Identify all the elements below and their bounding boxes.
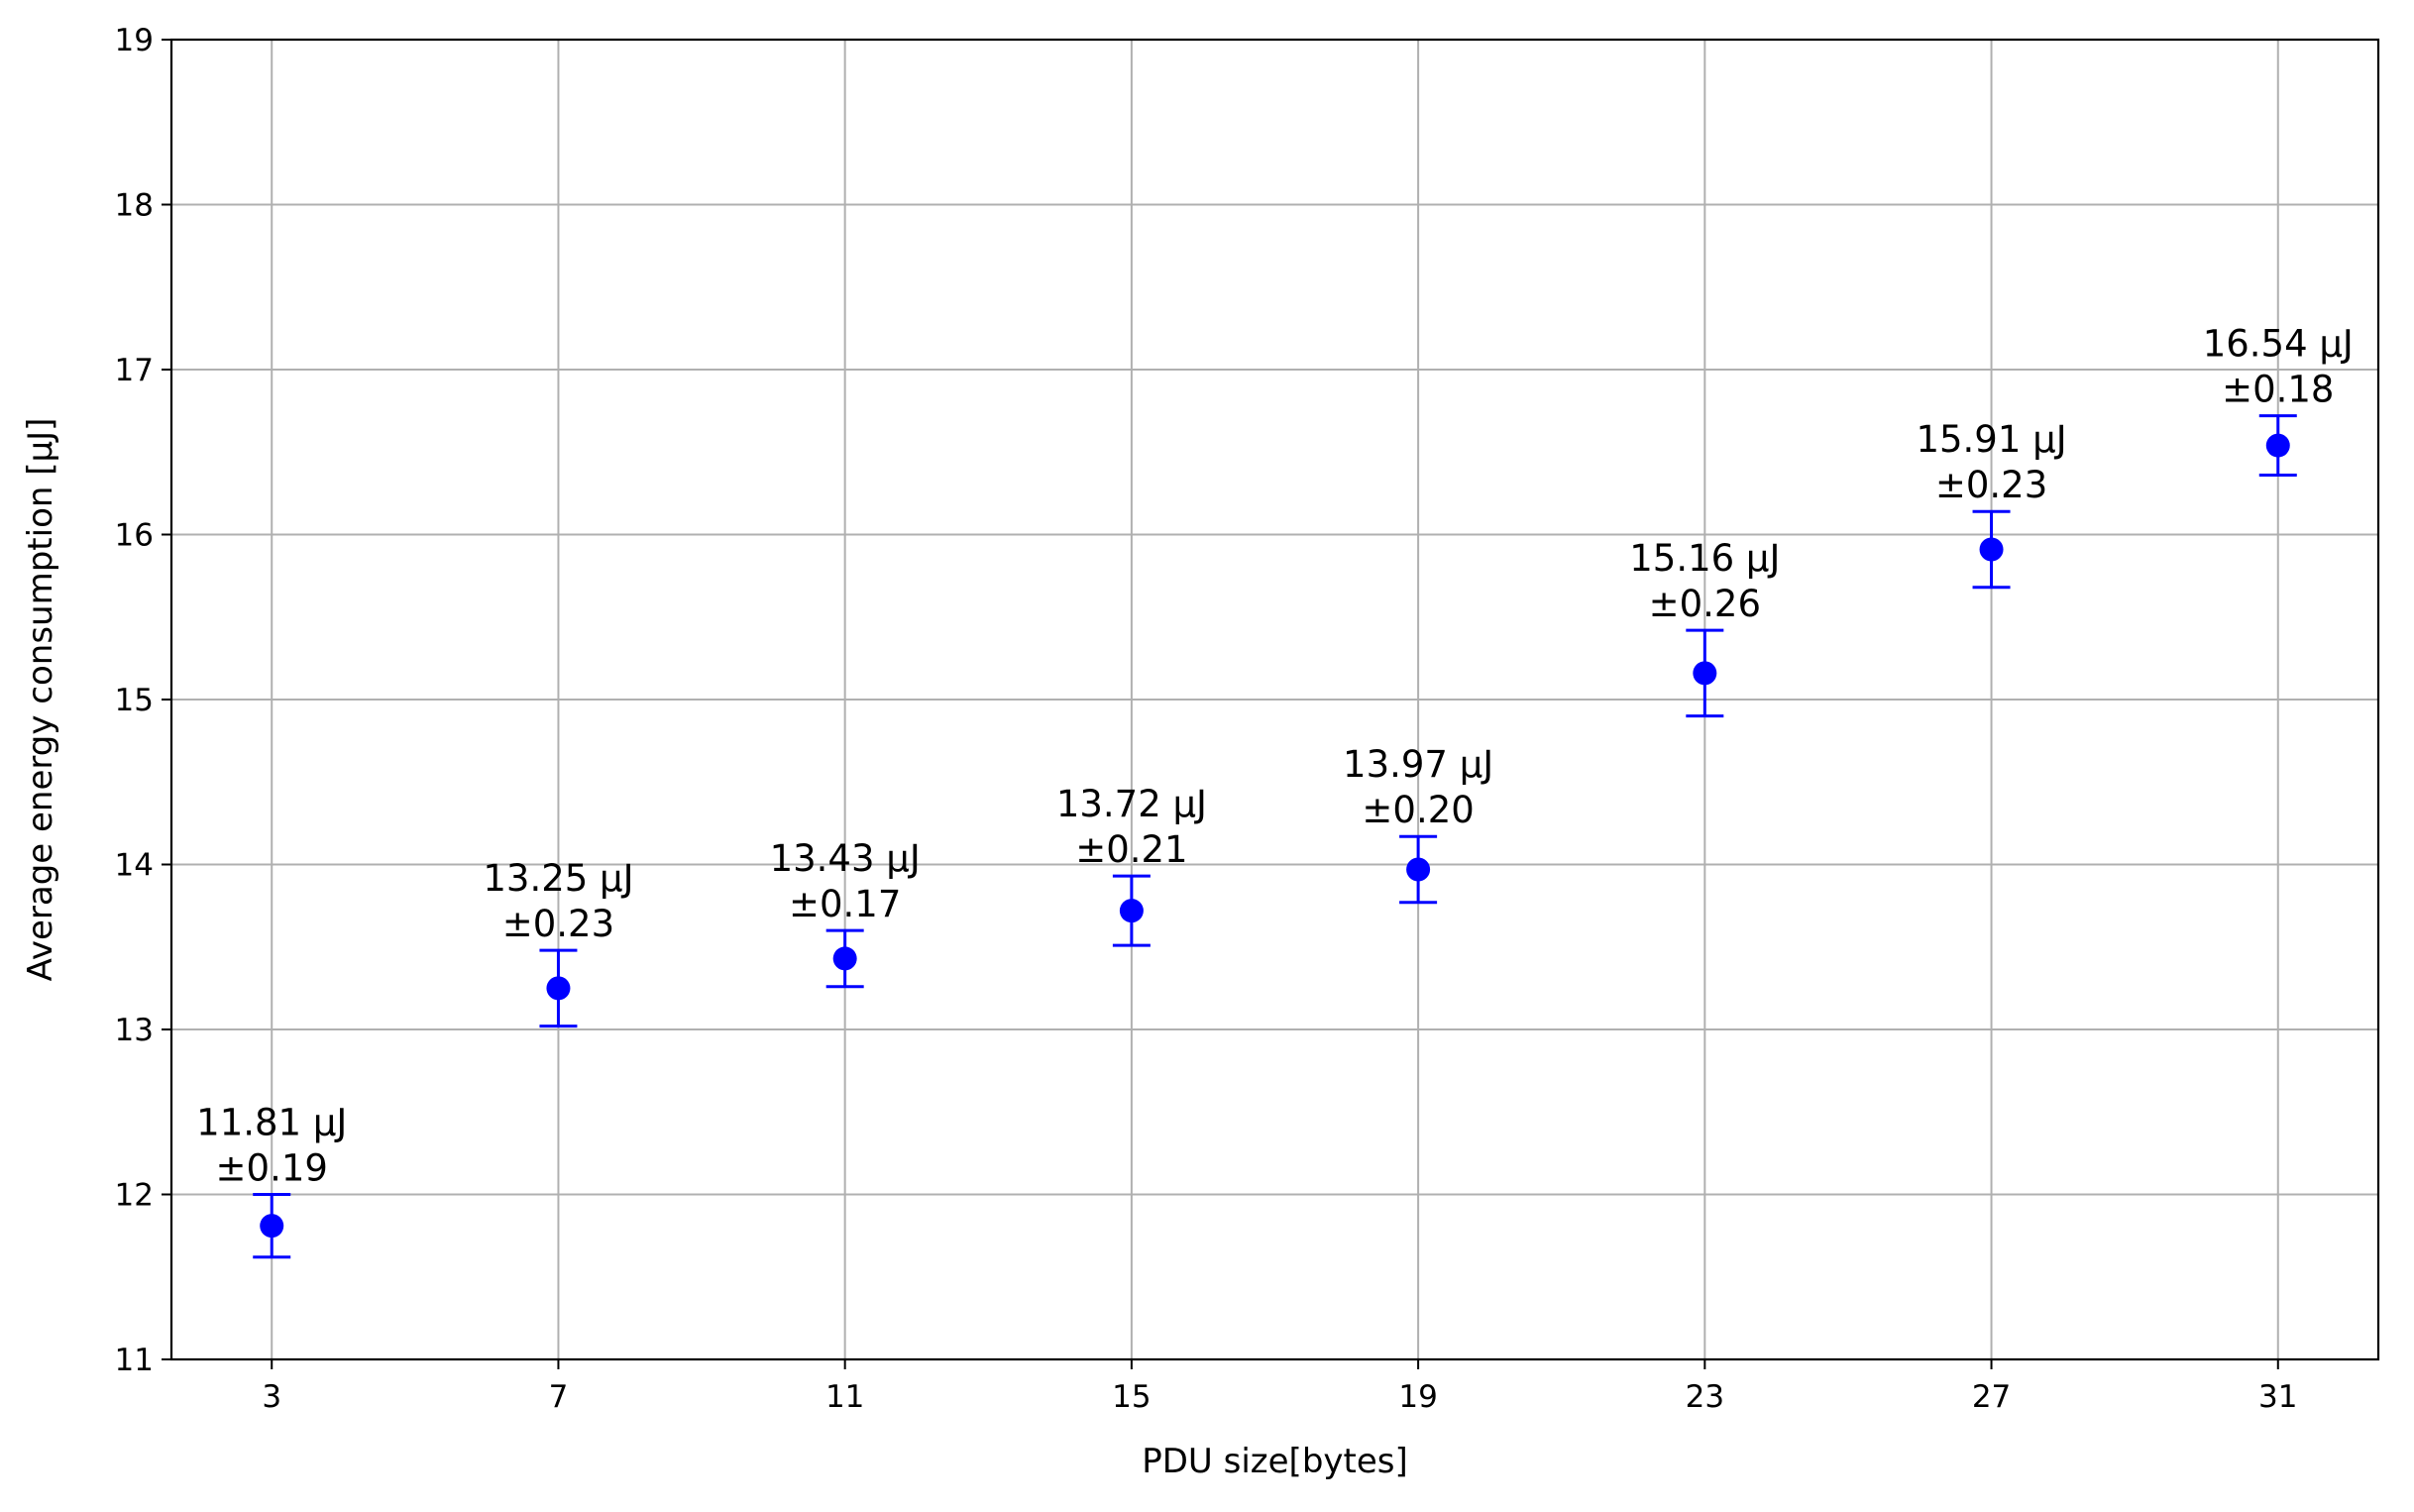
y-tick-label: 15 bbox=[115, 683, 154, 718]
data-label-error: ±0.20 bbox=[1362, 789, 1474, 831]
data-label-value: 13.25 µJ bbox=[483, 857, 633, 900]
y-tick-label: 17 bbox=[115, 353, 154, 388]
x-tick-label: 3 bbox=[262, 1379, 281, 1415]
x-tick-label: 7 bbox=[549, 1379, 569, 1415]
data-point bbox=[546, 976, 571, 1001]
data-point bbox=[260, 1214, 284, 1239]
data-label-error: ±0.18 bbox=[2222, 369, 2334, 411]
x-tick-label: 23 bbox=[1686, 1379, 1724, 1415]
x-tick-label: 11 bbox=[825, 1379, 864, 1415]
data-label-value: 13.72 µJ bbox=[1056, 783, 1207, 825]
data-label-error: ±0.17 bbox=[789, 883, 901, 925]
data-point bbox=[1406, 857, 1431, 882]
data-point bbox=[1693, 661, 1717, 686]
x-tick-label: 19 bbox=[1398, 1379, 1437, 1415]
data-label-error: ±0.23 bbox=[502, 903, 614, 945]
x-tick-label: 31 bbox=[2258, 1379, 2297, 1415]
data-point bbox=[2265, 433, 2290, 458]
y-tick-label: 18 bbox=[115, 188, 154, 224]
y-axis-label: Average energy consumption [µJ] bbox=[21, 418, 60, 982]
data-label-error: ±0.19 bbox=[216, 1147, 328, 1190]
data-point bbox=[1979, 537, 2004, 562]
data-label-value: 13.97 µJ bbox=[1343, 743, 1493, 786]
y-tick-label: 16 bbox=[115, 518, 154, 554]
y-tick-label: 13 bbox=[115, 1013, 154, 1048]
y-tick-label: 19 bbox=[115, 23, 154, 58]
y-tick-label: 11 bbox=[115, 1343, 154, 1378]
data-label-value: 13.43 µJ bbox=[770, 837, 921, 880]
y-tick-label: 12 bbox=[115, 1178, 154, 1214]
data-label-error: ±0.21 bbox=[1075, 828, 1187, 871]
data-label-value: 16.54 µJ bbox=[2203, 323, 2354, 366]
data-marks bbox=[253, 414, 2297, 1259]
data-label-value: 15.91 µJ bbox=[1916, 418, 2066, 461]
x-tick-label: 27 bbox=[1972, 1379, 2011, 1415]
y-tick-label: 14 bbox=[115, 848, 154, 884]
axis-ticks: 3 7 11 15 19 23 27 31 11 12 13 14 15 16 17 18 19 bbox=[115, 23, 2298, 1415]
data-label-value: 15.16 µJ bbox=[1629, 537, 1780, 580]
x-axis-label: PDU size[bytes] bbox=[1142, 1442, 1408, 1481]
data-point bbox=[1119, 899, 1144, 923]
data-label-error: ±0.23 bbox=[1935, 464, 2047, 506]
data-label-error: ±0.26 bbox=[1649, 583, 1761, 625]
data-point bbox=[832, 946, 857, 971]
grid bbox=[171, 39, 2378, 1360]
x-tick-label: 15 bbox=[1112, 1379, 1151, 1415]
data-label-value: 11.81 µJ bbox=[196, 1102, 347, 1144]
